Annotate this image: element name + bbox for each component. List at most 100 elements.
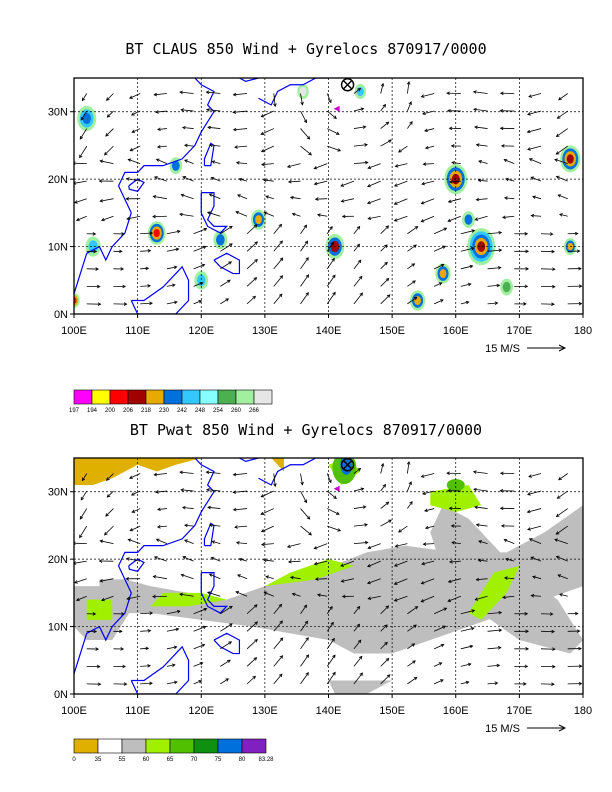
wind-vector bbox=[314, 560, 328, 565]
wind-vector-head bbox=[332, 654, 336, 659]
wind-vector-head bbox=[527, 492, 531, 496]
wind-vector bbox=[237, 194, 248, 200]
wind-vector-head bbox=[475, 577, 480, 582]
wind-vector-head bbox=[424, 525, 429, 530]
wind-vector-head bbox=[394, 164, 399, 168]
colorbar-swatch bbox=[91, 389, 111, 405]
wind-vector bbox=[368, 215, 381, 220]
plot-area bbox=[74, 458, 583, 694]
wind-vector bbox=[265, 575, 274, 580]
wind-vector-head bbox=[184, 143, 188, 148]
wind-vector-head bbox=[184, 523, 188, 528]
wind-vector-head bbox=[393, 201, 398, 205]
wind-vector bbox=[129, 93, 141, 99]
wind-vector-head bbox=[494, 681, 499, 685]
colorbar-label: 242 bbox=[177, 408, 188, 414]
wind-vector bbox=[340, 560, 355, 567]
wind-vector bbox=[473, 91, 488, 94]
wind-vector bbox=[421, 93, 435, 98]
wind-vector-head bbox=[122, 664, 127, 669]
wind-vector-head bbox=[74, 580, 78, 584]
wind-vector-head bbox=[205, 90, 210, 95]
wind-vector bbox=[407, 226, 418, 235]
wind-vector bbox=[473, 488, 488, 492]
wind-vector-head bbox=[205, 108, 210, 112]
wind-vector-head bbox=[499, 471, 504, 476]
wind-vector bbox=[353, 108, 364, 112]
wind-vector bbox=[157, 508, 167, 510]
wind-vector-head bbox=[279, 240, 283, 244]
coastline bbox=[200, 192, 229, 234]
wind-vector-head bbox=[496, 283, 501, 288]
wind-vector-head bbox=[147, 664, 152, 668]
wind-vector-head bbox=[232, 507, 237, 512]
wind-vector bbox=[504, 577, 515, 580]
wind-vector bbox=[179, 471, 194, 474]
wind-vector bbox=[74, 560, 87, 564]
wind-vector-head bbox=[449, 560, 453, 564]
wind-vector-head bbox=[498, 628, 503, 633]
wind-vector-head bbox=[211, 160, 216, 164]
wind-vector-head bbox=[182, 556, 187, 560]
wind-vector-head bbox=[278, 673, 283, 678]
wind-vector-head bbox=[260, 494, 265, 498]
wind-vector bbox=[128, 159, 141, 165]
wind-vector bbox=[353, 276, 363, 287]
wind-vector-head bbox=[105, 133, 109, 137]
colorbar-swatch bbox=[73, 738, 99, 754]
wind-vector-head bbox=[228, 641, 233, 645]
wind-vector-head bbox=[477, 558, 482, 563]
x-tick-label: 160E bbox=[443, 705, 469, 717]
wind-vector bbox=[407, 660, 416, 667]
wind-vector-head bbox=[279, 655, 284, 659]
wind-vector bbox=[433, 607, 447, 615]
wind-vector bbox=[236, 542, 248, 545]
wind-vector-head bbox=[412, 660, 416, 664]
wind-vector-head bbox=[421, 181, 425, 186]
wind-vector bbox=[126, 595, 141, 600]
coastline bbox=[239, 78, 260, 83]
wind-vector bbox=[502, 595, 515, 598]
wind-vector bbox=[166, 284, 175, 287]
wind-vector-head bbox=[367, 165, 372, 170]
wind-vector bbox=[353, 292, 363, 305]
wind-vector bbox=[101, 595, 114, 601]
wind-vector-head bbox=[208, 143, 213, 148]
wind-vector bbox=[487, 629, 502, 632]
wind-vector-head bbox=[291, 592, 296, 597]
wind-vector-head bbox=[442, 625, 447, 629]
cloud-blob bbox=[299, 86, 307, 97]
wind-vector bbox=[220, 623, 233, 632]
wind-vector-head bbox=[474, 217, 479, 221]
wind-vector bbox=[261, 145, 274, 152]
wind-vector-head bbox=[469, 644, 474, 649]
wind-vector-head bbox=[411, 263, 416, 267]
wind-vector-head bbox=[287, 179, 292, 184]
cloud-blob bbox=[216, 234, 225, 246]
wind-vector-head bbox=[532, 575, 536, 579]
gyre-track-marker bbox=[333, 105, 340, 112]
wind-vector-head bbox=[122, 284, 127, 289]
wind-vector bbox=[326, 606, 333, 614]
wind-vector bbox=[155, 110, 167, 113]
wind-vector bbox=[166, 248, 179, 252]
wind-vector-head bbox=[103, 151, 108, 156]
wind-vector bbox=[487, 647, 501, 650]
wind-vector bbox=[300, 257, 309, 270]
wind-vector bbox=[233, 490, 248, 493]
x-tick-label: 110E bbox=[125, 325, 150, 337]
wind-vector-head bbox=[578, 266, 582, 271]
cloud-blob bbox=[196, 274, 206, 286]
wind-vector-head bbox=[420, 474, 425, 478]
wind-vector-head bbox=[153, 92, 158, 97]
wind-vector-head bbox=[558, 96, 562, 101]
wind-vector-head bbox=[551, 682, 555, 686]
wind-vector bbox=[246, 224, 258, 235]
wind-vector bbox=[166, 628, 179, 632]
wind-vector bbox=[424, 508, 435, 512]
colorbar-swatch bbox=[181, 389, 201, 405]
wind-vector-head bbox=[99, 199, 104, 203]
wind-vector-head bbox=[385, 657, 390, 662]
wind-vector bbox=[220, 261, 232, 270]
wind-vector bbox=[100, 198, 114, 202]
